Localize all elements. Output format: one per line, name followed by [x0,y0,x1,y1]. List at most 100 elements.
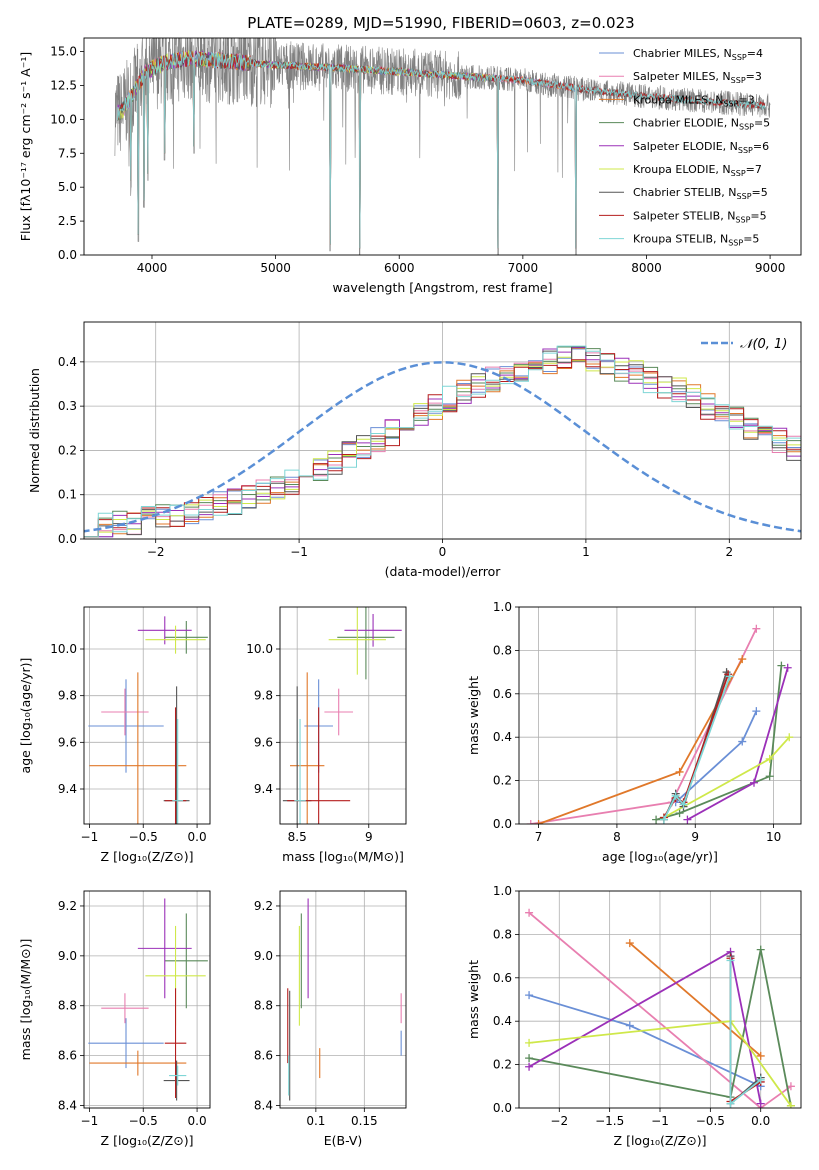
x-axis-label: Z [log₁₀(Z/Z⊙)] [614,1133,707,1148]
weight-marker [786,1101,795,1108]
weight-marker [525,1054,534,1063]
x-tick-label: 0.15 [351,1114,378,1128]
y-tick-label: 0.8 [493,927,512,941]
y-tick-label: 0.1 [58,488,77,502]
x-tick-label: 4000 [137,261,168,275]
y-tick-label: 9.4 [254,782,273,796]
y-tick-label: 9.6 [58,735,77,749]
y-tick-label: 0.4 [493,730,512,744]
weight-marker [671,791,680,800]
y-tick-label: 10.0 [50,642,77,656]
x-tick-label: −0.5 [129,830,158,844]
y-tick-label: 8.6 [254,1049,273,1063]
y-tick-label: 5.0 [58,180,77,194]
x-tick-label: 1 [582,545,590,559]
y-tick-label: 9.6 [254,735,273,749]
weight-marker [679,800,688,809]
x-tick-label: 9 [365,830,373,844]
x-tick-label: 0.0 [188,830,207,844]
y-tick-label: 9.0 [254,949,273,963]
x-tick-label: 9 [691,830,699,844]
weight-marker [725,672,734,681]
legend-entry: Kroupa STELIB, NSSP=5 [633,233,759,248]
histogram-series [84,345,801,538]
weight-marker [756,1051,765,1060]
x-tick-label: −1.5 [595,1114,624,1128]
weight-line [655,665,783,821]
y-tick-label: 9.0 [58,949,77,963]
y-tick-label: 2.5 [58,214,77,228]
legend-entry: Chabrier ELODIE, NSSP=5 [633,117,770,132]
y-axis-label: Normed distribution [27,368,42,493]
weight-marker [738,655,747,664]
plot-area [114,38,771,255]
x-tick-label: −2 [147,545,165,559]
panel-age_vs_mass: 8.5 9 9.4 9.6 9.8 10.0 mass [log₁₀(M/M⊙)] [246,606,407,864]
legend-entry: Kroupa MILES, NSSP=3 [633,93,755,108]
x-tick-label: −2 [550,1114,568,1128]
weight-marker [675,809,684,818]
panel-weight_vs_age: 7 8 9 10 0.0 0.2 0.4 0.6 0.8 1.0 age [log₁₀(age/yr… [466,600,802,864]
x-tick-label: 7000 [508,261,539,275]
y-tick-label: 0.4 [58,355,77,369]
y-tick-label: 0.0 [58,248,77,262]
panel-age_vs_Z: −1 −0.5 0.0 9.4 9.6 9.8 10.0 Z [log₁₀(Z/Z⊙)] age… [18,606,211,864]
y-tick-label: 0.0 [58,532,77,546]
y-tick-label: 8.6 [58,1049,77,1063]
panel-mass_vs_Z: −1 −0.5 0.0 8.4 8.6 8.8 9.0 9.2 Z [log₁₀(Z/Z⊙)] m… [18,890,211,1148]
weight-marker [765,754,774,763]
x-tick-label: 8.5 [288,830,307,844]
spectrum-model-line [116,51,766,249]
y-tick-label: 8.8 [58,999,77,1013]
x-axis-label: Z [log₁₀(Z/Z⊙)] [101,849,194,864]
x-tick-label: −1 [651,1114,669,1128]
y-tick-label: 1.0 [493,884,512,898]
x-axis-label: mass [log₁₀(M/M⊙)] [282,849,404,864]
weight-line [663,676,731,821]
plot-area [525,908,795,1108]
weight-marker [675,767,684,776]
y-tick-label: 0.8 [493,643,512,657]
y-tick-label: 9.8 [58,689,77,703]
weight-marker [750,778,758,787]
x-axis-label: E(B-V) [324,1133,363,1148]
y-tick-label: 0.2 [493,1058,512,1072]
y-tick-label: 8.8 [254,999,273,1013]
x-tick-label: 0.0 [751,1114,770,1128]
y-axis-label: mass weight [466,676,481,755]
axes-frame [518,606,802,825]
x-tick-label: 9000 [755,261,786,275]
y-tick-label: 9.8 [254,689,273,703]
x-tick-label: 10 [766,830,781,844]
weight-marker [785,733,794,742]
weight-marker [534,820,543,824]
legend-entry: Chabrier STELIB, NSSP=5 [633,186,768,201]
y-tick-label: 9.2 [254,899,273,913]
y-tick-label: 0.3 [58,399,77,413]
x-tick-label: 6000 [384,261,415,275]
y-axis-label: mass [log₁₀(M/M⊙)] [18,939,33,1061]
weight-marker [726,956,735,965]
weight-marker [756,1075,765,1084]
x-axis-label: age [log₁₀(age/yr)] [602,849,718,864]
spectrum-data-line [114,38,771,255]
plot-area [88,898,208,1101]
axes-frame [83,37,802,256]
weight-marker [756,1099,765,1108]
x-tick-label: 7 [535,830,543,844]
plot-area [287,898,402,1101]
weight-marker [786,1082,795,1091]
x-tick-label: 8 [613,830,621,844]
x-tick-label: −0.5 [696,1114,725,1128]
legend-entry: Salpeter STELIB, NSSP=5 [633,209,767,224]
weight-line [528,912,792,1108]
weight-marker [765,772,774,781]
weight-marker [652,815,661,824]
x-tick-label: 2 [725,545,733,559]
panel-weight_vs_Z: −2 −1.5 −1 −0.5 0.0 0.0 0.2 0.4 0.6 0.8 1.0 Z [log₁… [466,884,802,1148]
x-tick-label: 0.0 [188,1114,207,1128]
weight-marker [625,939,634,948]
y-axis-label: Flux [fλ10⁻¹⁷ erg cm⁻² s⁻¹ A⁻¹] [18,52,33,241]
weight-marker [756,945,765,954]
